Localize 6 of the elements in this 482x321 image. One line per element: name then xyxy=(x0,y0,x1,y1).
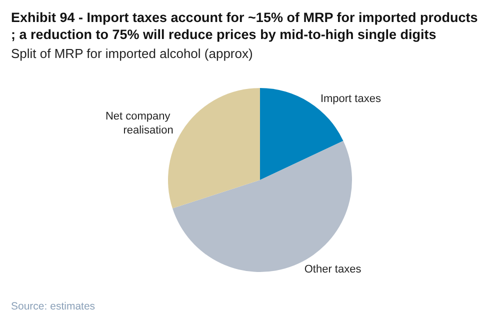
slice-label: Net company realisation xyxy=(105,110,174,137)
source-note: Source: estimates xyxy=(11,300,96,312)
slice-label: Other taxes xyxy=(304,263,362,276)
chart-title: Exhibit 94 - Import taxes account for ~15% of MRP for imported products; a reduction to 75% will reduce prices by mid-to-high single digits xyxy=(11,10,478,42)
slice-label: Import taxes xyxy=(320,92,382,105)
chart-subtitle: Split of MRP for imported alcohol (approx) xyxy=(11,46,253,61)
